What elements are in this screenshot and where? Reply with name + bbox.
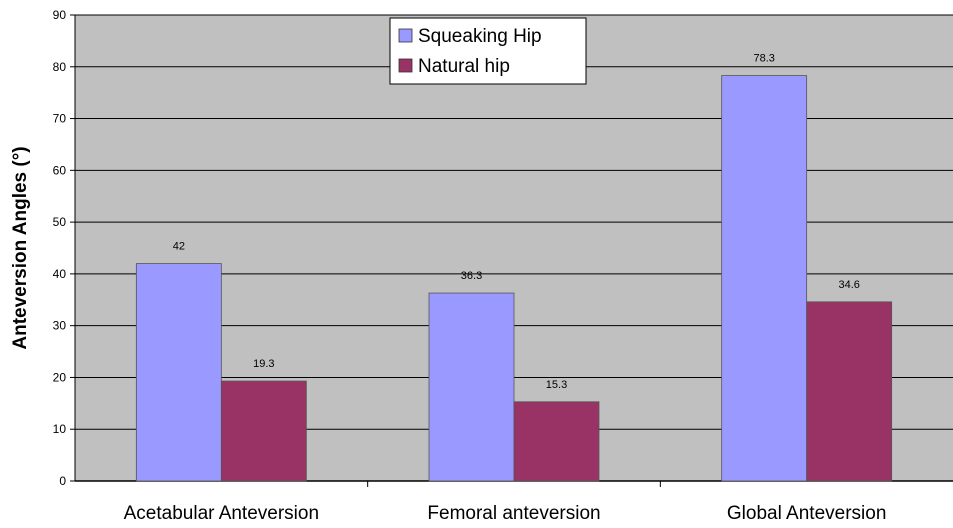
bar-natural-hip [806, 301, 893, 482]
y-tick-label: 80 [53, 60, 67, 74]
data-label: 42 [173, 241, 185, 253]
legend-label: Natural hip [418, 56, 510, 77]
data-label: 78.3 [753, 53, 774, 65]
y-tick-label: 10 [53, 422, 67, 436]
y-axis-label: Anteversion Angles (°) [10, 146, 31, 349]
bar-squeaking-hip [135, 263, 222, 482]
legend-label: Squeaking Hip [418, 26, 542, 47]
bar-squeaking-hip [721, 75, 808, 482]
data-label: 34.6 [838, 279, 859, 291]
y-tick-label: 50 [53, 215, 67, 229]
legend-swatch [398, 58, 413, 73]
data-label: 15.3 [546, 379, 567, 391]
bar-natural-hip [220, 380, 307, 482]
data-label: 36.3 [461, 270, 482, 282]
y-tick-label: 70 [53, 112, 67, 126]
bar-natural-hip [513, 401, 600, 482]
x-category-label: Acetabular Anteversion [124, 503, 319, 524]
y-tick-label: 60 [53, 163, 67, 177]
y-tick-label: 40 [53, 267, 67, 281]
x-category-label: Global Anteversion [727, 503, 887, 524]
y-tick-label: 90 [53, 8, 67, 22]
data-label: 19.3 [253, 358, 274, 370]
y-tick-label: 30 [53, 319, 67, 333]
bar-squeaking-hip [428, 292, 515, 482]
y-tick-label: 0 [59, 474, 66, 488]
legend-swatch [398, 28, 413, 43]
x-category-label: Femoral anteversion [427, 503, 600, 524]
legend [389, 17, 587, 85]
y-tick-label: 20 [53, 370, 67, 384]
